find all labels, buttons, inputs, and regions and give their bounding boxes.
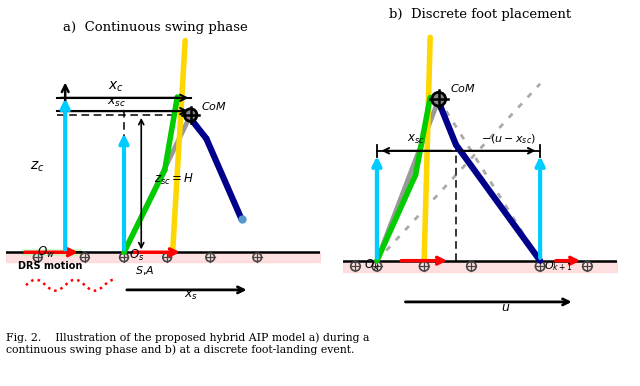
Text: a)  Continuous swing phase: a) Continuous swing phase (63, 21, 248, 34)
Text: $-(u-x_{sc})$: $-(u-x_{sc})$ (481, 132, 536, 146)
Text: $x_{sc}$: $x_{sc}$ (107, 96, 125, 109)
Text: $u$: $u$ (501, 301, 511, 314)
Text: b)  Discrete foot placement: b) Discrete foot placement (389, 8, 571, 22)
Circle shape (432, 92, 445, 106)
Text: $z_{sc}=H$: $z_{sc}=H$ (154, 172, 194, 187)
Text: $CoM$: $CoM$ (201, 100, 227, 112)
Text: $x_s$: $x_s$ (184, 289, 198, 302)
Text: $x_c$: $x_c$ (108, 80, 124, 94)
Text: $O_w$: $O_w$ (36, 245, 54, 260)
Text: $CoM$: $CoM$ (450, 82, 476, 94)
Text: $x_{sc}$: $x_{sc}$ (408, 133, 426, 146)
Text: Fig. 2.    Illustration of the proposed hybrid AIP model a) during a
continuous : Fig. 2. Illustration of the proposed hyb… (6, 332, 370, 355)
Text: $O_{k+1}$: $O_{k+1}$ (543, 259, 573, 273)
Text: $O_s$: $O_s$ (129, 247, 144, 262)
Text: $z_c$: $z_c$ (31, 160, 45, 174)
Text: $O_k$: $O_k$ (364, 258, 380, 273)
Text: DRS motion: DRS motion (18, 261, 83, 271)
Text: $S,\!A$: $S,\!A$ (135, 264, 155, 277)
Circle shape (184, 109, 197, 121)
